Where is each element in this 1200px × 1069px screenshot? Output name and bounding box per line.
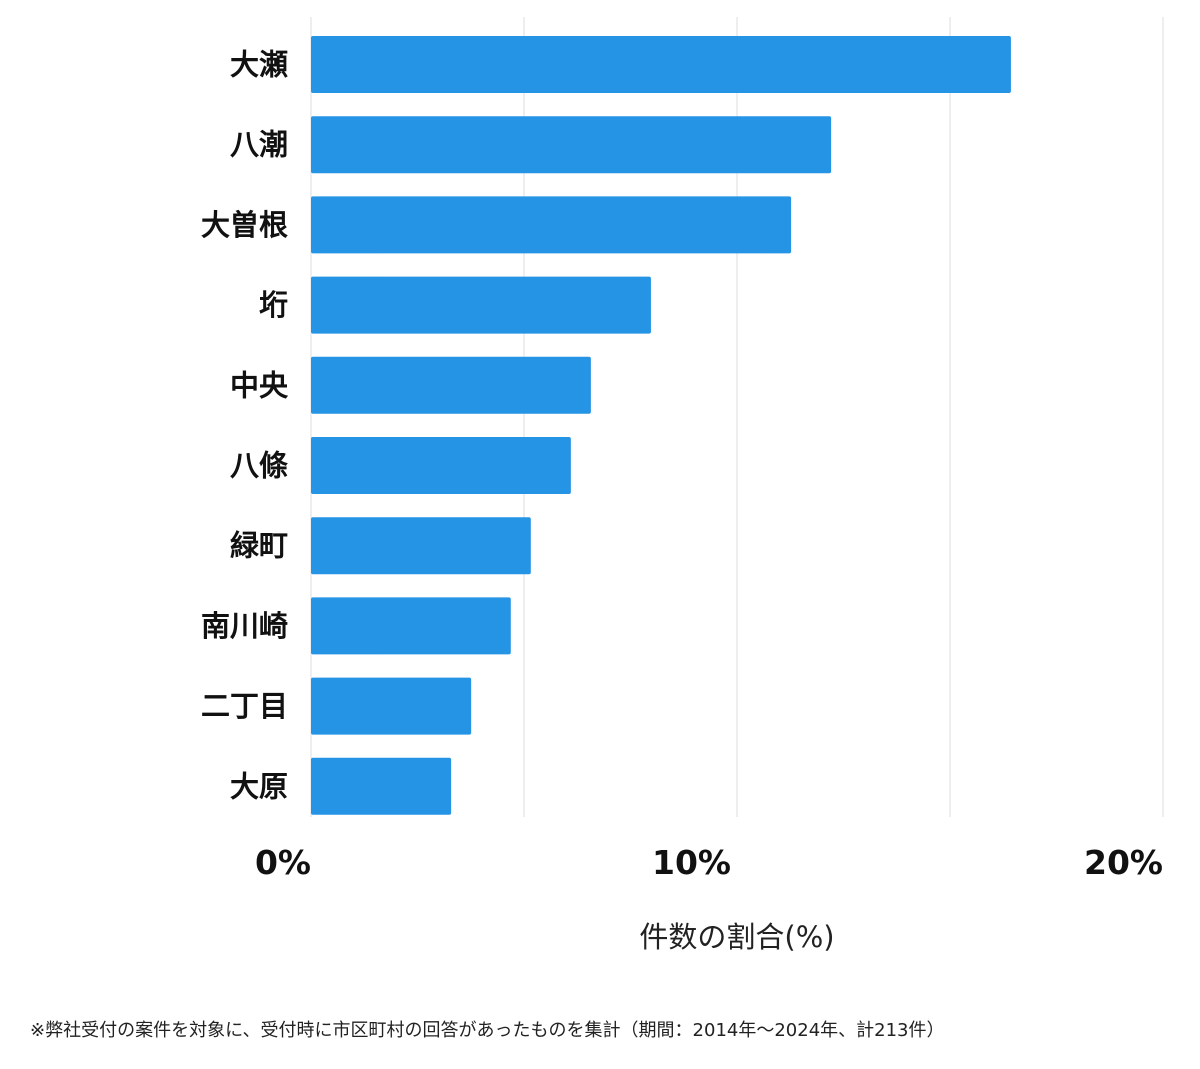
bar <box>311 597 511 655</box>
category-label: 大曽根 <box>201 208 288 242</box>
category-label: 緑町 <box>230 529 288 563</box>
category-label: 二丁目 <box>201 689 288 723</box>
bar <box>311 677 472 735</box>
bar <box>311 116 832 174</box>
tick-label: 10% <box>652 843 731 882</box>
tick-label: 0% <box>255 843 311 882</box>
category-label: 南川崎 <box>201 609 288 643</box>
bar <box>311 356 591 414</box>
footnote: ※弊社受付の案件を対象に、受付時に市区町村の回答があったものを集計（期間：201… <box>30 1020 945 1041</box>
category-label: 垳 <box>259 288 288 322</box>
bar <box>311 196 792 254</box>
tick-label: 20% <box>1084 843 1163 882</box>
category-label: 八潮 <box>230 128 288 162</box>
category-label: 中央 <box>230 368 289 402</box>
bar <box>311 36 1011 93</box>
bar <box>311 276 651 334</box>
bar <box>311 437 571 494</box>
category-label: 大原 <box>230 769 288 803</box>
bar <box>311 517 531 575</box>
bar <box>311 757 452 815</box>
category-label: 八條 <box>230 449 288 483</box>
category-label: 大瀬 <box>230 48 288 82</box>
x-axis-label: 件数の割合(%) <box>639 920 834 954</box>
